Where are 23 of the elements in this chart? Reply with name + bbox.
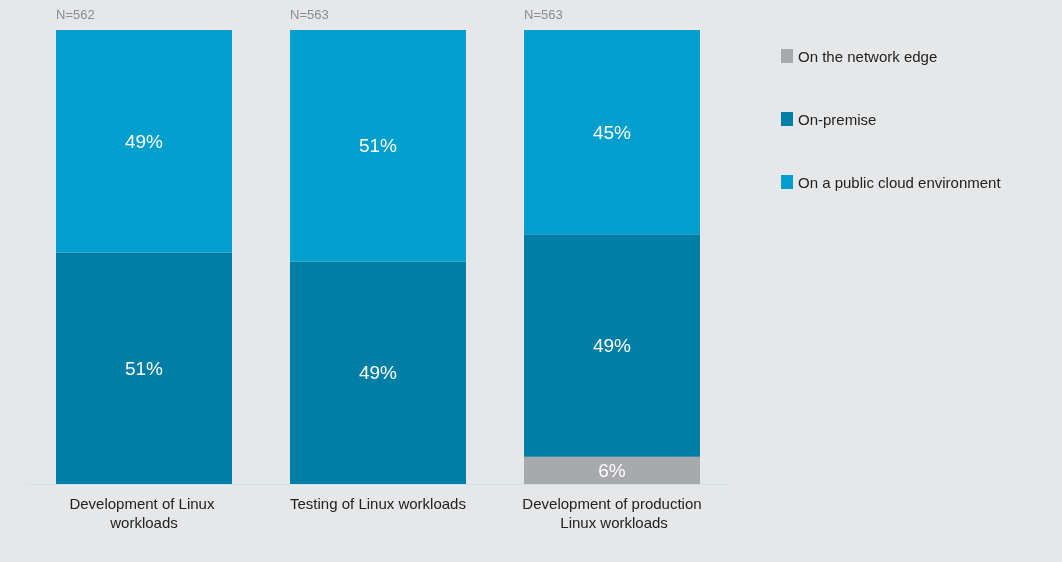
bar: [524, 30, 700, 235]
data-label: 51%: [358, 135, 398, 157]
bar: [56, 30, 232, 253]
data-label: 51%: [124, 357, 164, 379]
bar: [290, 30, 466, 262]
x-tick-label: Testing of Linux workloads: [290, 495, 466, 512]
bar: [524, 456, 700, 484]
text: N=563: [524, 7, 563, 22]
x-tick-label: Development of Linux workloads: [69, 495, 219, 531]
legend-label: On the network edge: [798, 47, 938, 65]
data-label: 6%: [598, 459, 626, 481]
bar: [290, 261, 466, 484]
data-label: 49%: [592, 335, 632, 357]
bar: [524, 234, 700, 457]
data-label: 49%: [124, 130, 164, 152]
data-label: 49%: [358, 362, 398, 384]
text: N=562: [56, 7, 95, 22]
data-label: 45%: [592, 121, 632, 143]
x-tick-label: Development of production Linux workloads: [522, 495, 702, 531]
legend-label: On-premise: [798, 110, 877, 128]
text: N=563: [290, 7, 329, 22]
legend-label: On a public cloud environment: [798, 173, 1001, 191]
bar: [56, 252, 232, 484]
